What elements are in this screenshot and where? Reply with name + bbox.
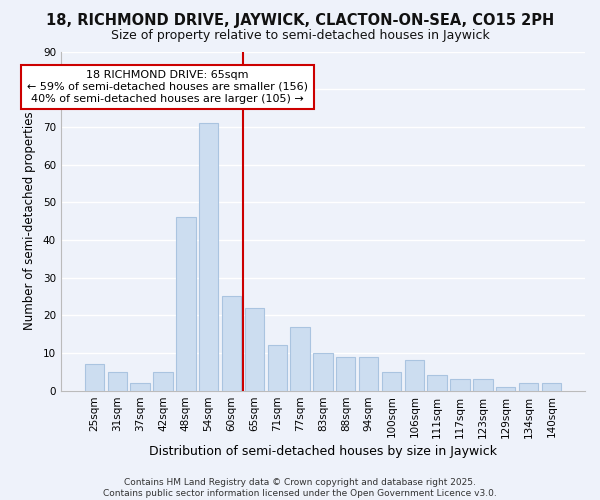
Bar: [542, 383, 561, 390]
Bar: [290, 326, 310, 390]
Y-axis label: Number of semi-detached properties: Number of semi-detached properties: [23, 112, 36, 330]
Bar: [313, 353, 332, 391]
Text: 18, RICHMOND DRIVE, JAYWICK, CLACTON-ON-SEA, CO15 2PH: 18, RICHMOND DRIVE, JAYWICK, CLACTON-ON-…: [46, 12, 554, 28]
Bar: [382, 372, 401, 390]
Bar: [176, 218, 196, 390]
Bar: [199, 123, 218, 390]
Bar: [336, 356, 355, 390]
Bar: [404, 360, 424, 390]
Text: Contains HM Land Registry data © Crown copyright and database right 2025.
Contai: Contains HM Land Registry data © Crown c…: [103, 478, 497, 498]
Bar: [153, 372, 173, 390]
Bar: [222, 296, 241, 390]
Bar: [107, 372, 127, 390]
Text: 18 RICHMOND DRIVE: 65sqm
← 59% of semi-detached houses are smaller (156)
40% of : 18 RICHMOND DRIVE: 65sqm ← 59% of semi-d…: [27, 70, 308, 104]
Bar: [451, 380, 470, 390]
Bar: [496, 387, 515, 390]
Bar: [473, 380, 493, 390]
Bar: [519, 383, 538, 390]
Bar: [268, 346, 287, 391]
X-axis label: Distribution of semi-detached houses by size in Jaywick: Distribution of semi-detached houses by …: [149, 444, 497, 458]
Bar: [359, 356, 379, 390]
Text: Size of property relative to semi-detached houses in Jaywick: Size of property relative to semi-detach…: [110, 28, 490, 42]
Bar: [245, 308, 264, 390]
Bar: [130, 383, 150, 390]
Bar: [427, 376, 447, 390]
Bar: [85, 364, 104, 390]
